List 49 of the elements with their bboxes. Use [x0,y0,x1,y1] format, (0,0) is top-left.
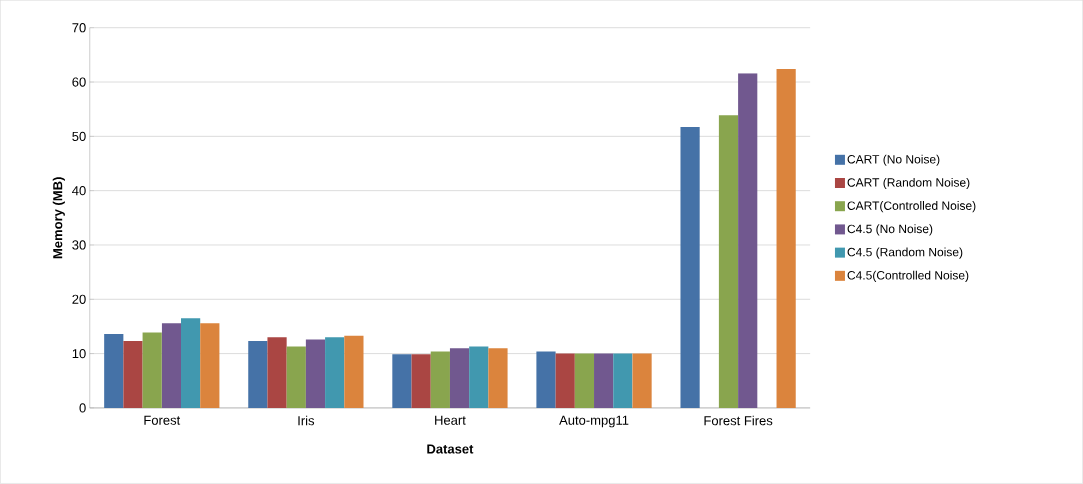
x-tick-label: Heart [435,415,466,425]
bar [738,73,758,409]
y-tick-label: 30 [72,240,86,250]
y-tick-label: 10 [72,349,86,359]
bar [449,348,470,409]
legend-label: CART (Random Noise) [847,178,970,190]
y-tick-label: 70 [72,23,86,33]
bar [325,337,345,409]
bar [161,323,182,409]
bar [267,337,287,409]
bar [248,341,268,409]
bar [680,127,700,409]
legend-label: C4.5 (No Noise) [847,224,933,236]
y-tick-label: 40 [72,186,86,196]
bar [555,353,575,409]
legend-label: CART (No Noise) [847,154,940,167]
x-tick-label: Auto-mpg11 [559,415,629,428]
y-tick-label: 50 [72,131,86,142]
bar [574,353,595,409]
bar [344,335,364,409]
bar [536,351,556,409]
y-tick-label: 0 [79,403,86,413]
bar [718,115,739,409]
x-tick-label: Forest [144,415,181,425]
bar [200,323,220,409]
bar [594,353,614,409]
y-tick-label: 60 [72,77,86,87]
bar [305,339,326,409]
x-tick-label: Iris [298,415,315,426]
legend-label: C4.5(Controlled Noise) [847,270,969,283]
bar [123,341,143,409]
legend-label: CART(Controlled Noise) [847,201,976,213]
bar [430,351,450,409]
legend-label: C4.5 (Random Noise) [847,247,963,259]
bar [286,346,306,409]
bar [469,346,489,409]
bar [488,348,508,409]
y-axis-title: Memory (MB) [52,177,65,259]
bar [776,69,796,409]
bar [632,353,652,409]
bar [142,332,162,409]
bar [392,354,412,409]
x-tick-label: Forest Fires [704,415,773,426]
bar [104,334,124,409]
y-tick-label: 20 [72,294,86,305]
bar [613,353,633,409]
x-axis-title: Dataset [427,444,474,454]
bar [411,354,431,409]
bar [181,318,201,409]
